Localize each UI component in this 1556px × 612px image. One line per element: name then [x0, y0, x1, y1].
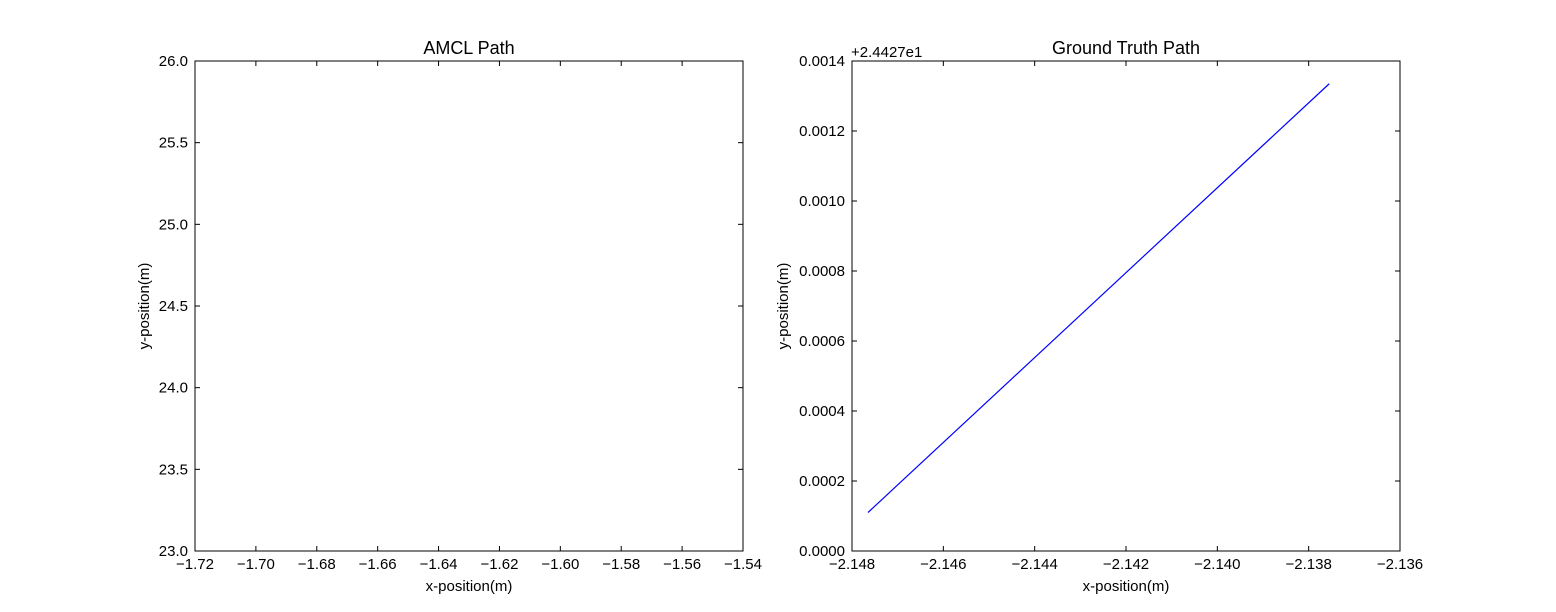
- amcl-chart-title: AMCL Path: [423, 38, 514, 58]
- ground-truth-series: [867, 83, 1330, 513]
- ground-truth-x-tick-label: −2.146: [920, 556, 966, 573]
- ground-truth-y-axis-label: y-position(m): [775, 263, 792, 350]
- ground-truth-y-tick-label: 0.0008: [799, 263, 845, 280]
- ground-truth-x-tick-label: −2.140: [1194, 556, 1240, 573]
- ground-truth-x-tick-label: −2.138: [1286, 556, 1332, 573]
- amcl-x-tick-label: −1.62: [480, 556, 518, 573]
- amcl-path-chart: AMCL Path −1.72 −1.70 −1.68 −1.66 −1.64 −1.62…: [136, 38, 762, 595]
- amcl-y-ticks: 23.0 23.5 24.0 24.5 25.0 25.5 26.0: [159, 53, 743, 560]
- amcl-x-tick-label: −1.54: [724, 556, 762, 573]
- amcl-y-tick-label: 24.0: [159, 380, 188, 397]
- ground-truth-y-tick-label: 0.0010: [799, 193, 845, 210]
- ground-truth-y-tick-label: 0.0006: [799, 333, 845, 350]
- amcl-x-tick-label: −1.56: [663, 556, 701, 573]
- ground-truth-x-tick-label: −2.144: [1012, 556, 1058, 573]
- amcl-y-tick-label: 25.0: [159, 216, 188, 233]
- ground-truth-x-axis-label: x-position(m): [1083, 578, 1170, 595]
- amcl-y-tick-label: 23.5: [159, 461, 188, 478]
- ground-truth-y-tick-label: 0.0002: [799, 473, 845, 490]
- ground-truth-y-tick-label: 0.0000: [799, 543, 845, 560]
- ground-truth-x-tick-label: −2.148: [829, 556, 875, 573]
- ground-truth-y-offset-label: +2.4427e1: [851, 44, 922, 61]
- amcl-x-tick-label: −1.58: [602, 556, 640, 573]
- amcl-y-tick-label: 25.5: [159, 135, 188, 152]
- amcl-x-tick-label: −1.68: [298, 556, 336, 573]
- amcl-x-tick-label: −1.64: [420, 556, 458, 573]
- amcl-y-tick-label: 23.0: [159, 543, 188, 560]
- ground-truth-plot-frame: [851, 60, 1401, 552]
- ground-truth-y-tick-label: 0.0004: [799, 403, 845, 420]
- amcl-y-tick-label: 26.0: [159, 53, 188, 70]
- amcl-x-ticks: −1.72 −1.70 −1.68 −1.66 −1.64 −1.62 −1.60 −1.58…: [176, 61, 762, 573]
- ground-truth-x-ticks: −2.148 −2.146 −2.144 −2.142 −2.140 −2.138 −2.1…: [829, 61, 1423, 573]
- amcl-x-tick-label: −1.72: [176, 556, 214, 573]
- ground-truth-y-ticks: 0.0000 0.0002 0.0004 0.0006 0.0008 0.0010 0.00…: [799, 53, 1400, 560]
- amcl-x-axis-label: x-position(m): [426, 578, 513, 595]
- amcl-y-tick-label: 24.5: [159, 298, 188, 315]
- amcl-y-axis-label: y-position(m): [136, 263, 153, 350]
- amcl-x-tick-label: −1.66: [359, 556, 397, 573]
- amcl-x-tick-label: −1.70: [237, 556, 275, 573]
- ground-truth-y-tick-label: 0.0012: [799, 123, 845, 140]
- ground-truth-y-tick-label: 0.0014: [799, 53, 845, 70]
- ground-truth-x-tick-label: −2.142: [1103, 556, 1149, 573]
- amcl-x-tick-label: −1.60: [541, 556, 579, 573]
- ground-truth-x-tick-label: −2.136: [1377, 556, 1423, 573]
- ground-truth-chart-title: Ground Truth Path: [1052, 38, 1200, 58]
- ground-truth-path-chart: Ground Truth Path +2.4427e1 −2.148 −2.146…: [775, 38, 1423, 595]
- amcl-plot-frame: [194, 60, 744, 552]
- ground-truth-path-line: [867, 83, 1330, 513]
